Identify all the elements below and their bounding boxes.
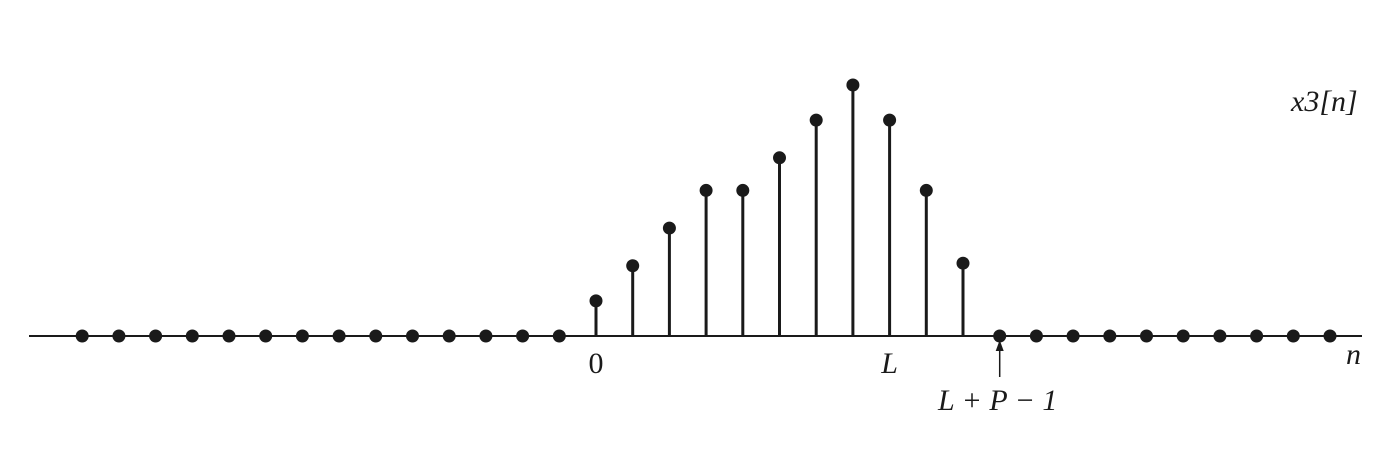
stem-marker	[75, 329, 89, 343]
stem-marker	[773, 151, 786, 165]
stem-marker	[1140, 329, 1153, 343]
stem-marker	[1176, 329, 1190, 343]
stem-marker	[185, 329, 199, 343]
stem-marker	[1029, 329, 1043, 343]
x-axis-label: n	[1346, 338, 1361, 371]
tick-label-zero: 0	[589, 347, 604, 380]
stem-marker	[1213, 329, 1227, 343]
stem-marker	[1323, 329, 1337, 343]
stem-marker	[369, 329, 383, 343]
stem-marker	[809, 113, 823, 127]
stem-marker	[699, 183, 713, 197]
annotation-arrow	[995, 340, 1004, 377]
stem-marker	[552, 329, 566, 343]
stem-marker	[662, 221, 676, 235]
stem-marker	[112, 329, 126, 343]
annotation-label: L + P − 1	[937, 384, 1057, 417]
tick-label-l: L	[880, 347, 898, 380]
stem-marker	[626, 259, 640, 273]
stem-marker	[479, 329, 493, 343]
stem-marker	[332, 329, 346, 343]
stem-marker	[406, 329, 419, 343]
stem-marker	[259, 329, 273, 343]
stem-marker	[1250, 329, 1264, 343]
signal-title: x3[n]	[1290, 85, 1358, 118]
stem-marker	[149, 329, 163, 343]
stem-marker	[222, 329, 236, 343]
stem-marker	[516, 329, 530, 343]
stem-marker	[295, 329, 309, 343]
stem-marker	[883, 113, 897, 127]
stem-marker	[1066, 329, 1080, 343]
stem-group	[75, 78, 1337, 343]
stem-marker	[919, 183, 933, 197]
stem-marker	[1103, 329, 1117, 343]
stem-marker	[956, 256, 970, 270]
stem-marker	[736, 183, 750, 197]
stem-marker	[1286, 329, 1300, 343]
stem-marker	[993, 329, 1007, 343]
stem-marker	[846, 78, 860, 92]
stem-marker	[589, 294, 603, 308]
stem-marker	[442, 329, 456, 343]
